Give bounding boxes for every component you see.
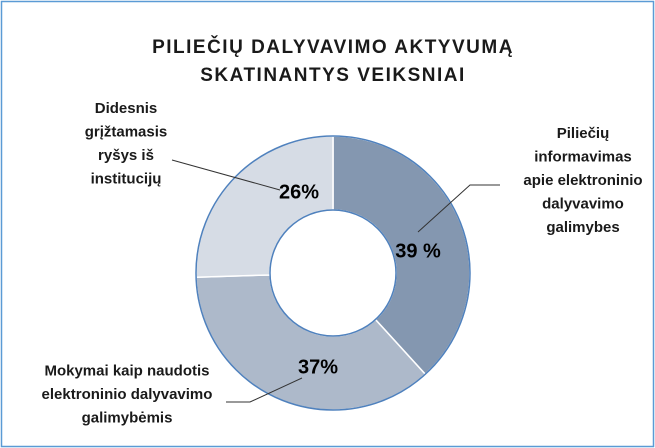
chart-title: SKATINANTYS VEIKSNIAI — [200, 65, 466, 86]
leader-line — [226, 377, 303, 403]
leader-line — [417, 184, 500, 233]
chart-title: PILIEČIŲ DALYVAVIMO AKTYVUMĄ — [152, 36, 514, 58]
value-label: 39 % — [395, 240, 441, 262]
inner-ring — [269, 209, 397, 337]
leader-line — [171, 159, 281, 191]
value-label: 26% — [279, 181, 319, 203]
category-label: Piliečių informavimas apie elektroninio dal… — [523, 125, 642, 236]
outer-ring — [195, 135, 471, 411]
value-label: 37% — [298, 356, 338, 378]
category-label: Didesnis grįžtamasis ryšys iš institucijų — [85, 100, 168, 188]
leader-lines — [171, 159, 500, 403]
category-label: Mokymai kaip naudotis elektroninio dalyva… — [42, 362, 213, 426]
